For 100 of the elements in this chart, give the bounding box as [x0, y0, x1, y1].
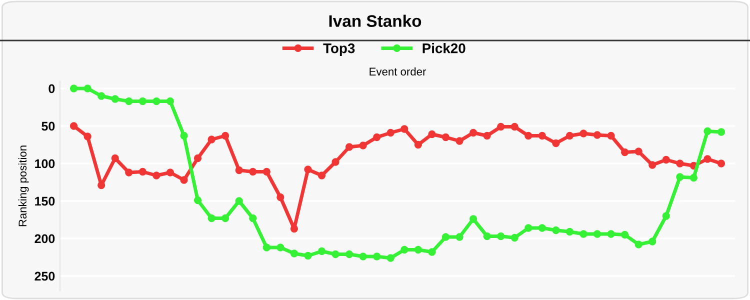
legend-label: Pick20 — [422, 43, 466, 54]
point — [70, 122, 78, 130]
y-tick-label: 150 — [35, 196, 55, 206]
point — [152, 97, 160, 106]
point — [138, 168, 146, 176]
point — [634, 240, 642, 248]
point — [414, 140, 422, 149]
point — [290, 250, 298, 258]
point — [496, 232, 505, 240]
point — [580, 230, 588, 238]
point — [510, 234, 518, 242]
point — [704, 127, 712, 136]
point — [318, 247, 326, 256]
y-tick-label: 50 — [42, 122, 55, 131]
point — [262, 168, 270, 176]
point — [593, 230, 602, 238]
point — [566, 132, 574, 140]
point — [607, 132, 615, 140]
point — [593, 131, 602, 139]
point — [428, 130, 436, 138]
point — [332, 158, 340, 166]
point — [373, 133, 381, 142]
y-tick-label: 250 — [34, 272, 55, 281]
point — [648, 238, 656, 246]
y-tick-label: 200 — [34, 234, 55, 244]
point — [208, 136, 216, 144]
point — [359, 142, 367, 150]
point — [304, 252, 312, 260]
point — [125, 97, 133, 106]
point — [152, 172, 160, 180]
point — [400, 246, 408, 254]
point — [180, 176, 188, 184]
point — [442, 133, 450, 142]
point — [676, 160, 684, 168]
point — [717, 128, 726, 136]
point — [345, 143, 354, 151]
point — [304, 166, 312, 174]
point — [400, 125, 408, 133]
point — [235, 166, 243, 174]
point — [483, 132, 491, 140]
point — [566, 228, 574, 236]
point — [276, 193, 284, 202]
point — [221, 214, 230, 222]
point — [607, 230, 615, 238]
point — [111, 95, 119, 103]
point — [469, 128, 478, 137]
point — [704, 155, 712, 163]
point — [84, 84, 92, 92]
point — [221, 132, 230, 140]
point — [456, 233, 464, 241]
point — [524, 224, 532, 232]
point — [676, 173, 684, 181]
point — [125, 168, 133, 176]
point — [98, 181, 106, 190]
point — [386, 128, 394, 137]
point — [373, 252, 381, 260]
point — [359, 252, 367, 260]
legend-label: Top3 — [323, 43, 355, 56]
point — [138, 97, 146, 106]
point — [111, 154, 119, 162]
y-axis-title: Ranking position — [18, 146, 29, 226]
point — [496, 122, 505, 131]
point — [552, 139, 560, 148]
point — [249, 214, 257, 222]
point — [662, 156, 670, 164]
point — [290, 224, 298, 233]
y-tick-label: 0 — [48, 84, 55, 94]
point — [166, 97, 174, 106]
point — [634, 148, 642, 156]
point — [662, 212, 670, 220]
point — [469, 215, 478, 223]
point — [235, 197, 243, 205]
point — [262, 244, 270, 252]
point — [510, 122, 518, 131]
point — [428, 248, 436, 256]
point — [620, 230, 629, 239]
point — [552, 226, 560, 234]
point — [84, 132, 92, 140]
point — [483, 232, 491, 240]
point — [345, 250, 354, 258]
point — [386, 254, 394, 262]
point — [538, 132, 546, 140]
point — [180, 132, 188, 140]
point — [194, 196, 202, 204]
point — [98, 92, 106, 100]
point — [70, 84, 78, 92]
point — [194, 154, 202, 162]
point — [208, 214, 216, 222]
point — [690, 174, 698, 182]
point — [620, 148, 629, 156]
point — [276, 244, 284, 252]
point — [580, 130, 588, 138]
y-tick-label: 100 — [35, 159, 55, 168]
point — [524, 132, 532, 140]
point — [717, 160, 726, 168]
x-axis-title: Event order — [370, 67, 426, 76]
point — [166, 168, 174, 176]
point — [456, 137, 464, 145]
point — [538, 224, 546, 232]
point — [648, 161, 656, 169]
